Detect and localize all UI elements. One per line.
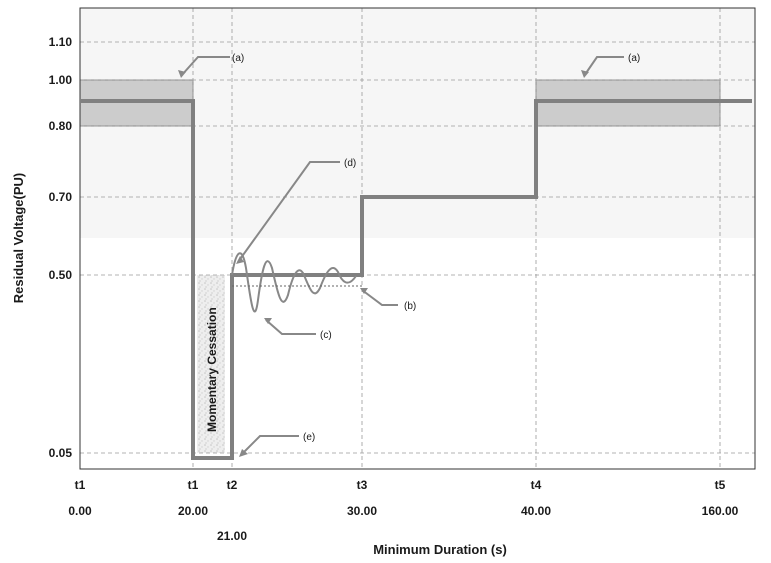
annotation-arrows bbox=[180, 56, 624, 456]
oscillation-curve bbox=[231, 252, 357, 313]
plot-border bbox=[79, 7, 756, 470]
arrow-e bbox=[240, 435, 299, 456]
y-tick-label: 0.05 bbox=[49, 446, 73, 460]
annotation-a-right: (a) bbox=[628, 53, 640, 64]
y-tick-label: 0.70 bbox=[49, 190, 73, 204]
series-line bbox=[80, 99, 752, 460]
y-tick-label: 0.50 bbox=[49, 268, 73, 282]
arrowhead-a-right bbox=[581, 70, 589, 78]
arrowhead-b bbox=[360, 288, 368, 294]
x-time-label: t3 bbox=[357, 478, 368, 492]
x-value-label: 30.00 bbox=[347, 504, 377, 518]
x-time-label: t1 bbox=[75, 478, 86, 492]
x-time-label: t1 bbox=[188, 478, 199, 492]
annotation-a-left: (a) bbox=[232, 53, 244, 64]
y-tick-labels: 1.10 1.00 0.80 0.70 0.50 0.05 bbox=[49, 35, 73, 460]
x-value-label: 40.00 bbox=[521, 504, 551, 518]
arrow-a-left bbox=[180, 56, 230, 77]
arrowhead-c bbox=[264, 318, 272, 324]
arrowhead-e bbox=[239, 449, 248, 457]
momentary-cessation-label: Momentary Cessation bbox=[205, 307, 219, 432]
y-tick-label: 1.10 bbox=[49, 35, 73, 49]
y-tick-label: 0.80 bbox=[49, 119, 73, 133]
momentary-cessation-box bbox=[197, 275, 225, 453]
x-time-label: t2 bbox=[227, 478, 238, 492]
momentary-cessation-region: Momentary Cessation bbox=[197, 275, 225, 453]
arrow-d bbox=[237, 161, 340, 263]
x-time-label: t4 bbox=[531, 478, 542, 492]
annotation-d: (d) bbox=[344, 158, 356, 169]
arrow-b bbox=[361, 289, 398, 306]
x-axis-title: Minimum Duration (s) bbox=[373, 542, 507, 557]
annotation-c: (c) bbox=[320, 330, 332, 341]
y-axis-title: Residual Voltage(PU) bbox=[11, 173, 26, 304]
x-value-label: 20.00 bbox=[178, 504, 208, 518]
x-value-label: 21.00 bbox=[217, 529, 247, 543]
arrowhead-a-left bbox=[178, 70, 186, 78]
arrow-a-right bbox=[583, 56, 624, 77]
x-time-label: t5 bbox=[715, 478, 726, 492]
arrowhead-d bbox=[236, 256, 244, 264]
annotation-arrowheads bbox=[178, 70, 589, 457]
annotation-e: (e) bbox=[303, 432, 315, 443]
x-value-label: 0.00 bbox=[68, 504, 92, 518]
x-value-label: 160.00 bbox=[702, 504, 739, 518]
annotation-b: (b) bbox=[404, 301, 416, 312]
arrow-c bbox=[265, 319, 316, 335]
y-tick-label: 1.00 bbox=[49, 73, 73, 87]
x-tick-labels: t1 0.00 t1 20.00 t2 21.00 t3 30.00 t4 40.00 t5 160.… bbox=[68, 478, 738, 543]
